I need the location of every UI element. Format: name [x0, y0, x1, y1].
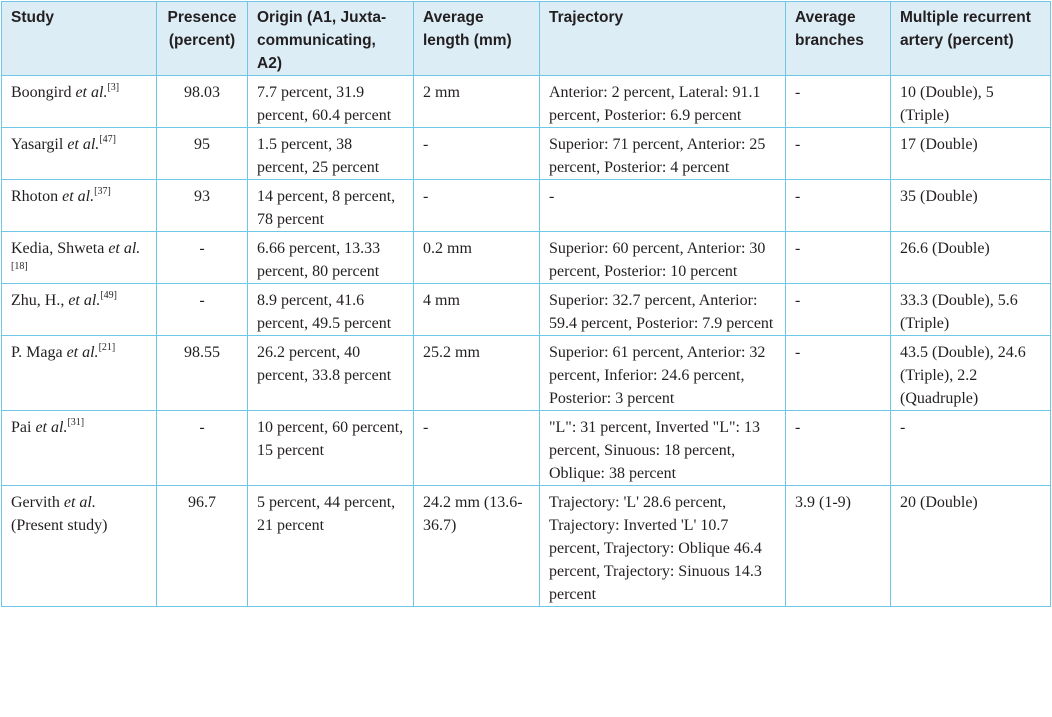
origin-cell: 5 percent, 44 percent, 21 percent	[247, 485, 414, 607]
header-presence: Presence (percent)	[156, 1, 248, 76]
study-cell: Boongird et al.[3]	[1, 75, 157, 128]
table-row: Gervith et al. (Present study) 96.7 5 pe…	[1, 485, 1051, 607]
study-cell: Gervith et al. (Present study)	[1, 485, 157, 607]
header-study: Study	[1, 1, 157, 76]
study-cell: Zhu, H., et al.[49]	[1, 283, 157, 336]
presence-cell: -	[156, 231, 248, 284]
header-branches: Average branches	[785, 1, 891, 76]
origin-cell: 1.5 percent, 38 percent, 25 percent	[247, 127, 414, 180]
header-length: Average length (mm)	[413, 1, 540, 76]
presence-cell: 95	[156, 127, 248, 180]
study-cell: Yasargil et al.[47]	[1, 127, 157, 180]
presence-cell: 93	[156, 179, 248, 232]
study-cell: Rhoton et al.[37]	[1, 179, 157, 232]
table-row: Zhu, H., et al.[49] - 8.9 percent, 41.6 …	[1, 283, 1051, 336]
trajectory-cell: Trajectory: 'L' 28.6 percent, Trajectory…	[539, 485, 786, 607]
study-cell: P. Maga et al.[21]	[1, 335, 157, 411]
multiple-cell: 35 (Double)	[890, 179, 1051, 232]
multiple-cell: 17 (Double)	[890, 127, 1051, 180]
header-row: Study Presence (percent) Origin (A1, Jux…	[1, 1, 1051, 76]
header-origin: Origin (A1, Juxta-communicating, A2)	[247, 1, 414, 76]
branches-cell: -	[785, 231, 891, 284]
length-cell: -	[413, 127, 540, 180]
trajectory-cell: "L": 31 percent, Inverted "L": 13 percen…	[539, 410, 786, 486]
table-row: Kedia, Shweta et al.[18] - 6.66 percent,…	[1, 231, 1051, 284]
header-trajectory: Trajectory	[539, 1, 786, 76]
presence-cell: -	[156, 410, 248, 486]
table-row: Boongird et al.[3] 98.03 7.7 percent, 31…	[1, 75, 1051, 128]
branches-cell: -	[785, 179, 891, 232]
length-cell: 25.2 mm	[413, 335, 540, 411]
trajectory-cell: Superior: 60 percent, Anterior: 30 perce…	[539, 231, 786, 284]
length-cell: 24.2 mm (13.6-36.7)	[413, 485, 540, 607]
origin-cell: 10 percent, 60 percent, 15 percent	[247, 410, 414, 486]
table-header: Study Presence (percent) Origin (A1, Jux…	[1, 1, 1051, 76]
origin-cell: 8.9 percent, 41.6 percent, 49.5 percent	[247, 283, 414, 336]
study-cell: Kedia, Shweta et al.[18]	[1, 231, 157, 284]
header-multiple: Multiple recurrent artery (percent)	[890, 1, 1051, 76]
presence-cell: 98.55	[156, 335, 248, 411]
multiple-cell: 10 (Double), 5 (Triple)	[890, 75, 1051, 128]
branches-cell: 3.9 (1-9)	[785, 485, 891, 607]
trajectory-cell: Anterior: 2 percent, Lateral: 91.1 perce…	[539, 75, 786, 128]
table-row: Yasargil et al.[47] 95 1.5 percent, 38 p…	[1, 127, 1051, 180]
origin-cell: 6.66 percent, 13.33 percent, 80 percent	[247, 231, 414, 284]
origin-cell: 14 percent, 8 percent, 78 percent	[247, 179, 414, 232]
multiple-cell: -	[890, 410, 1051, 486]
study-cell: Pai et al.[31]	[1, 410, 157, 486]
multiple-cell: 43.5 (Double), 24.6 (Triple), 2.2 (Quadr…	[890, 335, 1051, 411]
length-cell: -	[413, 179, 540, 232]
origin-cell: 26.2 percent, 40 percent, 33.8 percent	[247, 335, 414, 411]
presence-cell: 98.03	[156, 75, 248, 128]
branches-cell: -	[785, 335, 891, 411]
length-cell: 2 mm	[413, 75, 540, 128]
branches-cell: -	[785, 410, 891, 486]
comparison-table: Study Presence (percent) Origin (A1, Jux…	[1, 1, 1051, 607]
trajectory-cell: Superior: 61 percent, Anterior: 32 perce…	[539, 335, 786, 411]
presence-cell: -	[156, 283, 248, 336]
origin-cell: 7.7 percent, 31.9 percent, 60.4 percent	[247, 75, 414, 128]
branches-cell: -	[785, 127, 891, 180]
trajectory-cell: Superior: 32.7 percent, Anterior: 59.4 p…	[539, 283, 786, 336]
length-cell: -	[413, 410, 540, 486]
branches-cell: -	[785, 75, 891, 128]
multiple-cell: 33.3 (Double), 5.6 (Triple)	[890, 283, 1051, 336]
trajectory-cell: -	[539, 179, 786, 232]
presence-cell: 96.7	[156, 485, 248, 607]
table-row: Pai et al.[31] - 10 percent, 60 percent,…	[1, 410, 1051, 486]
multiple-cell: 20 (Double)	[890, 485, 1051, 607]
trajectory-cell: Superior: 71 percent, Anterior: 25 perce…	[539, 127, 786, 180]
table-row: Rhoton et al.[37] 93 14 percent, 8 perce…	[1, 179, 1051, 232]
multiple-cell: 26.6 (Double)	[890, 231, 1051, 284]
length-cell: 4 mm	[413, 283, 540, 336]
length-cell: 0.2 mm	[413, 231, 540, 284]
branches-cell: -	[785, 283, 891, 336]
table-row: P. Maga et al.[21] 98.55 26.2 percent, 4…	[1, 335, 1051, 411]
table-body: Boongird et al.[3] 98.03 7.7 percent, 31…	[1, 75, 1051, 607]
